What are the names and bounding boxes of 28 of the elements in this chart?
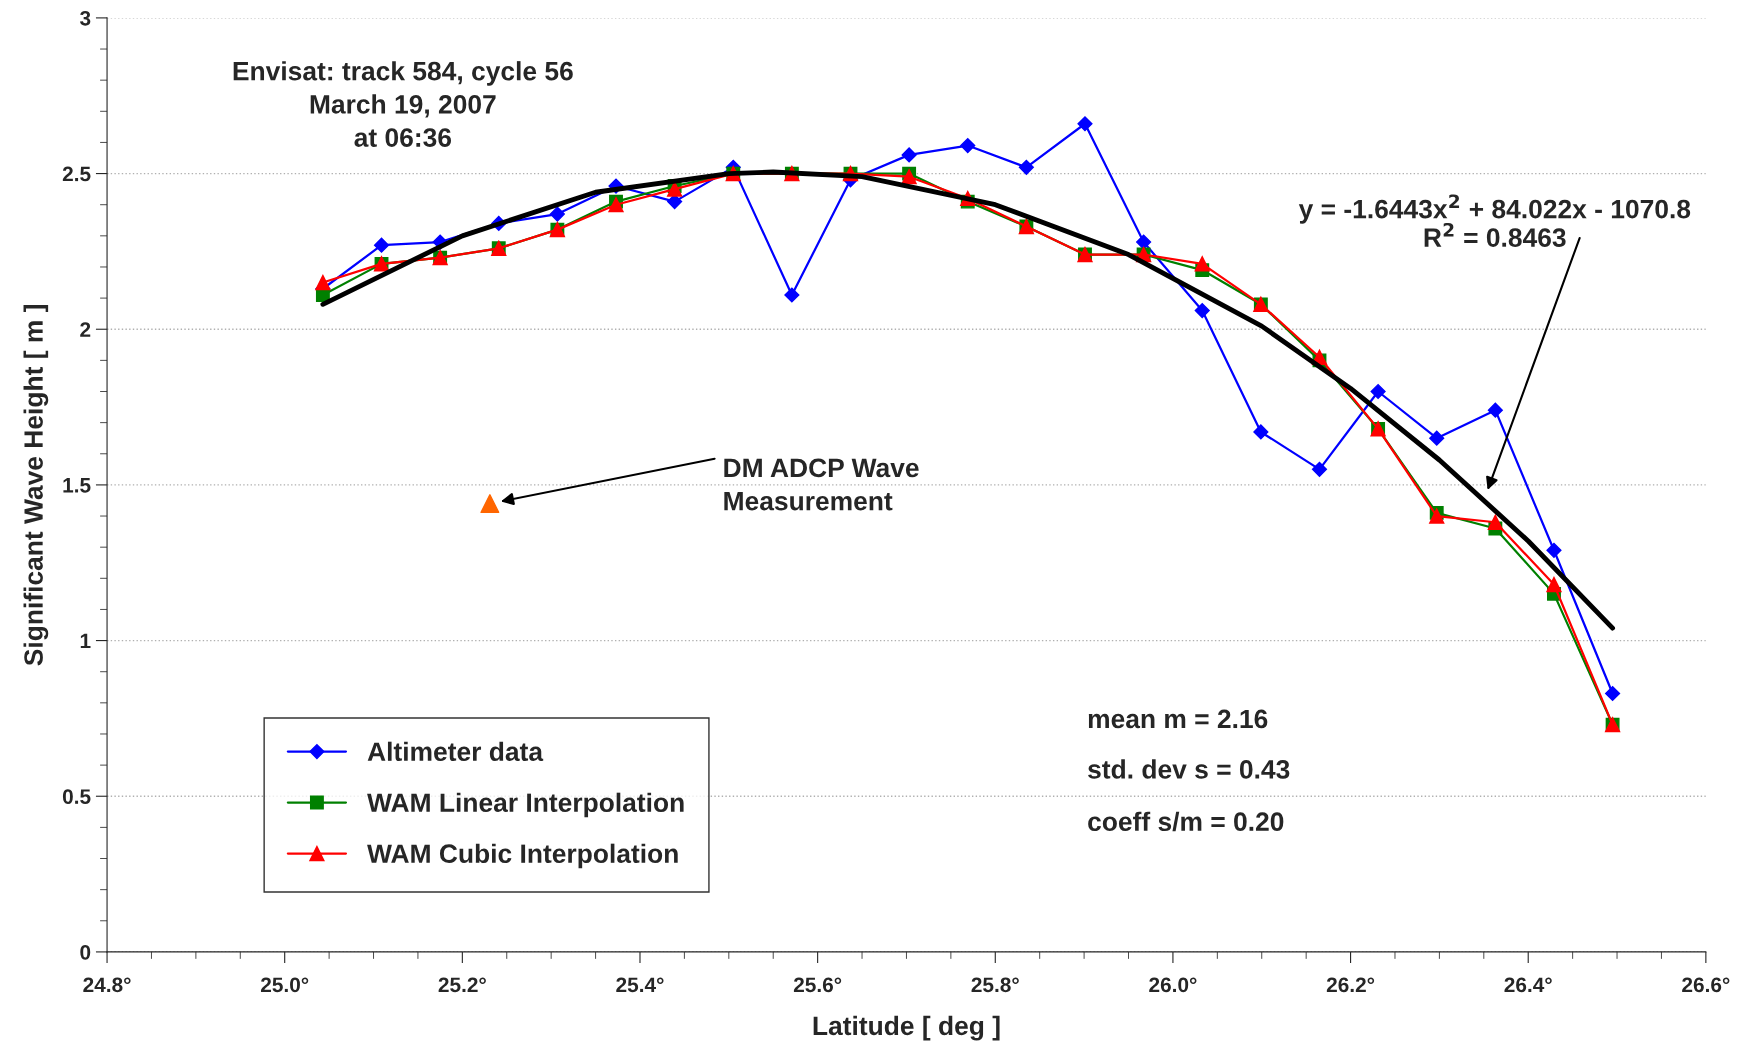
annotation: std. dev s = 0.43: [1088, 759, 1290, 779]
x-tick-label: 25.2°: [438, 977, 486, 993]
x-tick-label: 25.4°: [616, 977, 664, 993]
y-tick-label: 0.5: [62, 789, 91, 804]
annotation: y = -1.6443x$^{2}$ + 84.022x - 1070.8 R$^{2}$ = 0.8463: [1298, 194, 1691, 247]
y-tick-label: 3: [79, 10, 91, 26]
x-tick-label: 25.6°: [793, 977, 842, 993]
x-axis-title: Latitude [ deg ]: [813, 1015, 1000, 1041]
x-tick-label: 24.8°: [83, 977, 131, 993]
x-tick-label: 26.2°: [1326, 977, 1375, 993]
x-tick-label: 26.6°: [1682, 977, 1730, 993]
annotation: Envisat: track 584, cycle 56 March 19, 2007 at 06:36: [233, 61, 573, 147]
legend-label: Altimeter data: [367, 741, 544, 762]
y-axis-title: Significant Wave Height [ m ]: [23, 305, 49, 666]
x-tick-label: 25.0°: [260, 977, 309, 993]
y-tick-label: 1: [80, 633, 91, 649]
x-tick-label: 25.8°: [971, 977, 1019, 993]
y-tick-label: 2: [80, 322, 91, 337]
x-tick-label: 26.0°: [1149, 977, 1197, 993]
legend-label: WAM Cubic Interpolation: [367, 843, 678, 869]
annotation: mean m = 2.16: [1088, 709, 1268, 729]
x-tick-label: 26.4°: [1504, 977, 1552, 993]
y-tick-label: 0: [80, 944, 91, 960]
annotation: DM ADCP Wave Measurement: [724, 458, 919, 511]
y-tick-label: 2.5: [62, 166, 91, 182]
y-tick-label: 1.5: [63, 478, 91, 493]
annotation: coeff s/m = 0.20: [1088, 811, 1284, 832]
legend-label: WAM Linear Interpolation: [367, 792, 684, 818]
